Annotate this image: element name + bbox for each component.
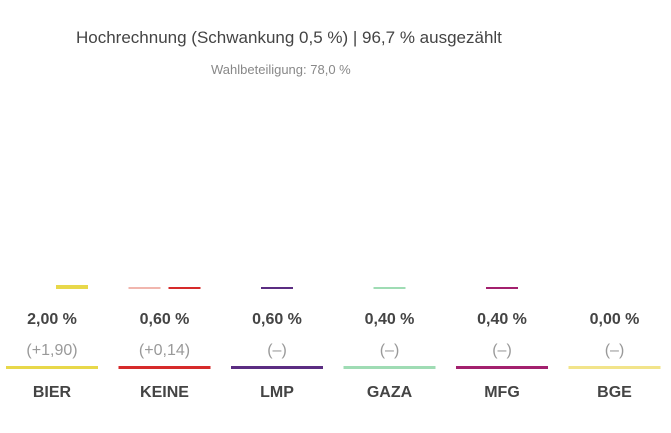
- bar-current-keine: [168, 287, 201, 289]
- party-underline-keine: [118, 366, 211, 369]
- change-label-bge: (–): [605, 342, 625, 359]
- party-label-mfg: MFG: [484, 384, 520, 401]
- chart-subtitle: Wahlbeteiligung: 78,0 %: [211, 62, 351, 77]
- change-label-mfg: (–): [492, 342, 512, 359]
- party-label-bge: BGE: [597, 384, 632, 401]
- value-label-bier: 2,00 %: [27, 311, 77, 328]
- party-underline-gaza: [343, 366, 436, 369]
- bar-current-mfg: [486, 287, 518, 289]
- value-label-bge: 0,00 %: [590, 311, 640, 328]
- change-label-gaza: (–): [380, 342, 400, 359]
- chart-title: Hochrechnung (Schwankung 0,5 %) | 96,7 %…: [76, 28, 502, 47]
- value-label-keine: 0,60 %: [140, 311, 190, 328]
- value-label-mfg: 0,40 %: [477, 311, 527, 328]
- party-underline-lmp: [231, 366, 323, 369]
- change-label-lmp: (–): [267, 342, 287, 359]
- bar-previous-keine: [128, 287, 161, 289]
- party-label-lmp: LMP: [260, 384, 294, 401]
- party-label-keine: KEINE: [140, 384, 189, 401]
- value-label-gaza: 0,40 %: [365, 311, 415, 328]
- party-label-gaza: GAZA: [367, 384, 413, 401]
- bar-current-lmp: [261, 287, 293, 289]
- party-label-bier: BIER: [33, 384, 72, 401]
- change-label-bier: (+1,90): [26, 342, 77, 359]
- change-label-keine: (+0,14): [139, 342, 190, 359]
- party-underline-bier: [6, 366, 98, 369]
- bar-current-gaza: [373, 287, 406, 289]
- value-label-lmp: 0,60 %: [252, 311, 302, 328]
- bar-current-bier: [56, 285, 88, 289]
- party-underline-bge: [568, 366, 661, 369]
- party-underline-mfg: [456, 366, 548, 369]
